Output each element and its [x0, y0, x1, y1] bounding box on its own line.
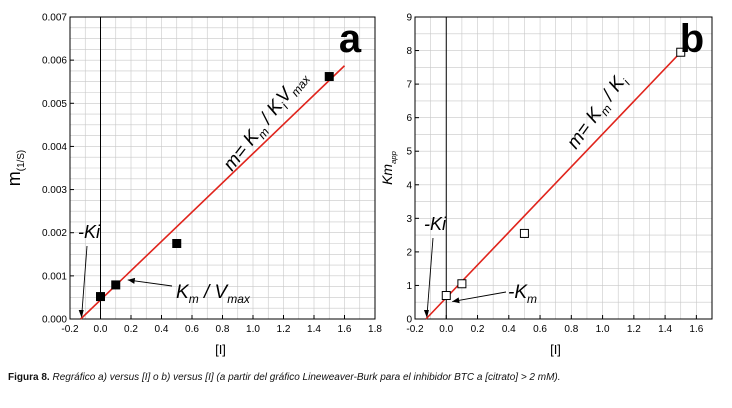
y-tick-label: 0.001 [42, 271, 67, 282]
x-tick-label: 1.6 [338, 324, 352, 335]
y-axis-label-main: Km [379, 164, 395, 185]
x-tick-label: 0.8 [216, 324, 230, 335]
slope-eq-sub-2: i [279, 100, 292, 111]
grid [414, 16, 713, 320]
data-point [96, 292, 105, 302]
figure-caption: Figura 8. Regráfico a) versus [I] o b) v… [8, 372, 728, 383]
y-tick-label: 0.000 [42, 315, 67, 326]
chart-panel-a: -0.2 0.0 0.2 0.4 0.6 0.8 1.0 1.2 1.4 1.6 1.8 0.000 0… [4, 13, 382, 358]
data-point [324, 72, 334, 82]
x-tick-label: 1.2 [627, 324, 641, 335]
panel-label: a [339, 17, 362, 61]
x-tick-label: 0.8 [564, 324, 578, 335]
data-point [441, 291, 451, 301]
intercept-lead: -K [508, 282, 528, 303]
y-axis-label: Kmapp [379, 150, 398, 185]
ki-label: -Ki [78, 222, 101, 242]
x-tick-label: 1.0 [596, 324, 610, 335]
slope-eq-mid: / K [595, 72, 630, 108]
x-tick-label: 0.4 [155, 324, 169, 335]
y-tick-label: 0.006 [42, 56, 67, 67]
y-axis-label: m(1/S) [4, 150, 27, 186]
y-tick-label: 0.002 [42, 228, 67, 239]
chart-panel-b: -0.2 0.0 0.2 0.4 0.6 0.8 1.0 1.2 1.4 1.6 0 1 2 3 4 5 6 7 8… [379, 13, 713, 357]
y-axis-label-sub: app [389, 150, 398, 164]
ki-label: -Ki [424, 214, 447, 234]
x-tick-label: 0.2 [124, 324, 138, 335]
intercept-sub-1: m [189, 292, 199, 306]
y-tick-label: 0.003 [42, 185, 67, 196]
intercept-arrow-head [452, 297, 460, 304]
data-point [519, 228, 529, 238]
intercept-arrow-line [452, 291, 507, 302]
caption-label: Figura 8. [8, 372, 50, 383]
y-axis-label-main: m [4, 171, 24, 186]
y-axis-label-sub: (1/S) [16, 150, 27, 171]
plot-frame [414, 16, 713, 320]
caption-text: Regráfico a) versus [I] o b) versus [I] … [52, 372, 561, 383]
intercept-lead: K [176, 282, 190, 303]
y-tick-label: 0.005 [42, 99, 67, 110]
panel-label: b [680, 17, 704, 61]
x-tick-label: 0.2 [471, 324, 485, 335]
x-tick-label: 1.8 [368, 324, 382, 335]
x-tick-label: 1.6 [689, 324, 703, 335]
intercept-label: -Km [508, 282, 537, 306]
intercept-arrow-head [127, 277, 136, 284]
x-axis-label: [I] [550, 342, 561, 357]
intercept-label: Km / Vmax [176, 282, 251, 306]
fit-line [80, 65, 346, 320]
intercept-mid: / V [199, 282, 230, 303]
ki-arrow-line [426, 237, 434, 317]
figure: -0.2 0.0 0.2 0.4 0.6 0.8 1.0 1.2 1.4 1.6 1.8 0.000 0… [4, 13, 713, 358]
y-tick-label: 6 [406, 113, 412, 124]
x-tick-label: 0.6 [185, 324, 199, 335]
data-point [111, 280, 121, 290]
slope-eq-sub-2: i [620, 77, 633, 88]
x-axis-label: [I] [215, 342, 226, 357]
y-tick-label: 5 [406, 147, 412, 158]
x-tick-label: 0.4 [502, 324, 516, 335]
y-tick-label: 4 [406, 180, 412, 191]
ki-arrow-head [423, 310, 429, 318]
x-tick-label: 1.0 [246, 324, 260, 335]
y-tick-label: 8 [406, 46, 412, 57]
x-tick-label: 1.4 [658, 324, 672, 335]
y-tick-label: 1 [406, 281, 412, 292]
ki-arrow-line [81, 245, 88, 317]
x-tick-label: -0.2 [61, 324, 79, 335]
x-tick-label: -0.2 [406, 324, 424, 335]
intercept-sub-1: m [527, 292, 537, 306]
intercept-sub-2: max [227, 292, 251, 306]
y-tick-label: 3 [406, 214, 412, 225]
y-tick-label: 9 [406, 13, 412, 24]
x-tick-label: 0.0 [439, 324, 453, 335]
y-tick-label: 2 [406, 247, 412, 258]
fit-line [425, 51, 682, 320]
data-point [172, 239, 182, 248]
grid [69, 16, 376, 320]
y-tick-label: 0 [406, 315, 412, 326]
x-tick-label: 0.6 [533, 324, 547, 335]
y-tick-label: 0.004 [42, 142, 67, 153]
data-point [457, 279, 467, 289]
slope-equation: m= Km / KiVmax [219, 66, 313, 177]
ki-arrow-head [78, 310, 84, 318]
y-tick-label: 7 [406, 80, 412, 91]
intercept-arrow-line [127, 279, 173, 287]
data-point [676, 47, 686, 57]
y-tick-label: 0.007 [42, 13, 67, 24]
x-tick-label: 1.2 [277, 324, 291, 335]
x-tick-label: 1.4 [307, 324, 321, 335]
x-tick-label: 0.0 [94, 324, 108, 335]
